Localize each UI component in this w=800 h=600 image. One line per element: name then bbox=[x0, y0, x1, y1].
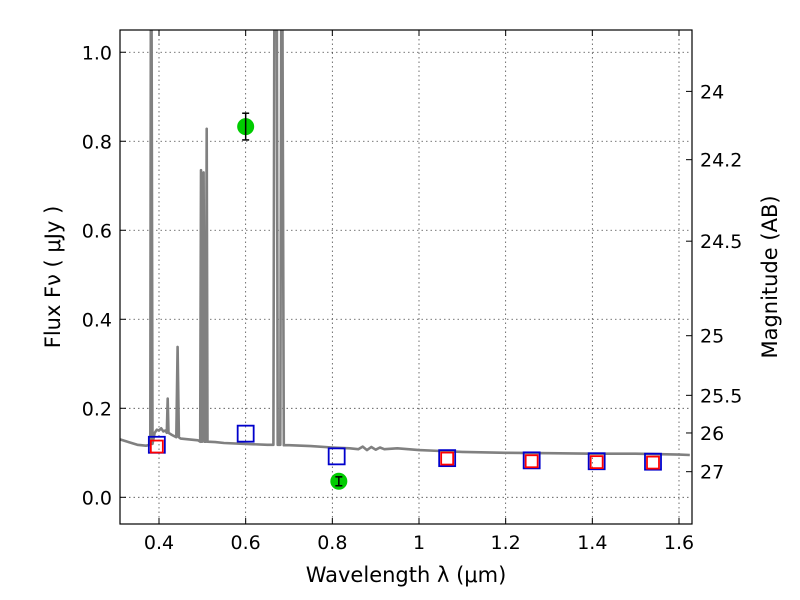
model-square-marker bbox=[236, 424, 255, 443]
mag-tick-label: 24 bbox=[700, 81, 724, 103]
y-tick-label: 0.0 bbox=[82, 487, 112, 509]
axis-ticks: 0.4 0.6 0.8 1 1.2 1.4 1.6 0.0 0.2 0.4 0.6 0.8 1.0 24 2… bbox=[82, 30, 742, 554]
x-tick-label: 0.4 bbox=[144, 532, 174, 554]
x-tick-label: 1.4 bbox=[577, 532, 607, 554]
model-square-marker bbox=[327, 447, 346, 466]
y-tick-label: 0.2 bbox=[82, 398, 112, 420]
observed-square-marker bbox=[440, 451, 455, 466]
y-tick-label: 0.8 bbox=[82, 131, 112, 153]
y-tick-label: 0.4 bbox=[82, 309, 112, 331]
mag-tick-label: 26 bbox=[700, 423, 724, 445]
spectrum-line bbox=[120, 30, 690, 457]
model-square-marker bbox=[587, 452, 606, 471]
x-tick-label: 0.6 bbox=[231, 532, 261, 554]
x-tick-label: 1 bbox=[413, 532, 425, 554]
y-tick-label: 1.0 bbox=[82, 42, 112, 64]
x-tick-label: 0.8 bbox=[317, 532, 347, 554]
observed-square-marker bbox=[524, 454, 539, 469]
model-square-marker bbox=[522, 451, 541, 470]
y2-axis-title: Magnitude (AB) bbox=[758, 195, 782, 358]
mag-tick-label: 25.5 bbox=[700, 385, 742, 407]
y-tick-label: 0.6 bbox=[82, 220, 112, 242]
plot-series bbox=[120, 30, 690, 490]
mag-tick-label: 25 bbox=[700, 326, 724, 348]
y-axis-title: Flux Fν ( μJy ) bbox=[41, 206, 65, 349]
x-tick-label: 1.6 bbox=[664, 532, 694, 554]
model-square-marker bbox=[438, 449, 457, 468]
grid-lines bbox=[120, 30, 692, 524]
mag-tick-label: 24.5 bbox=[700, 231, 742, 253]
x-axis-title: Wavelength λ (μm) bbox=[306, 563, 507, 587]
observed-square-marker bbox=[646, 455, 660, 470]
model-square-marker bbox=[644, 452, 662, 471]
mag-tick-label: 24.2 bbox=[700, 150, 742, 172]
plot-frame bbox=[119, 29, 693, 525]
observed-square-marker bbox=[149, 439, 164, 454]
x-tick-label: 1.2 bbox=[491, 532, 521, 554]
observed-square-marker bbox=[589, 455, 604, 470]
mag-tick-label: 27 bbox=[700, 462, 724, 484]
